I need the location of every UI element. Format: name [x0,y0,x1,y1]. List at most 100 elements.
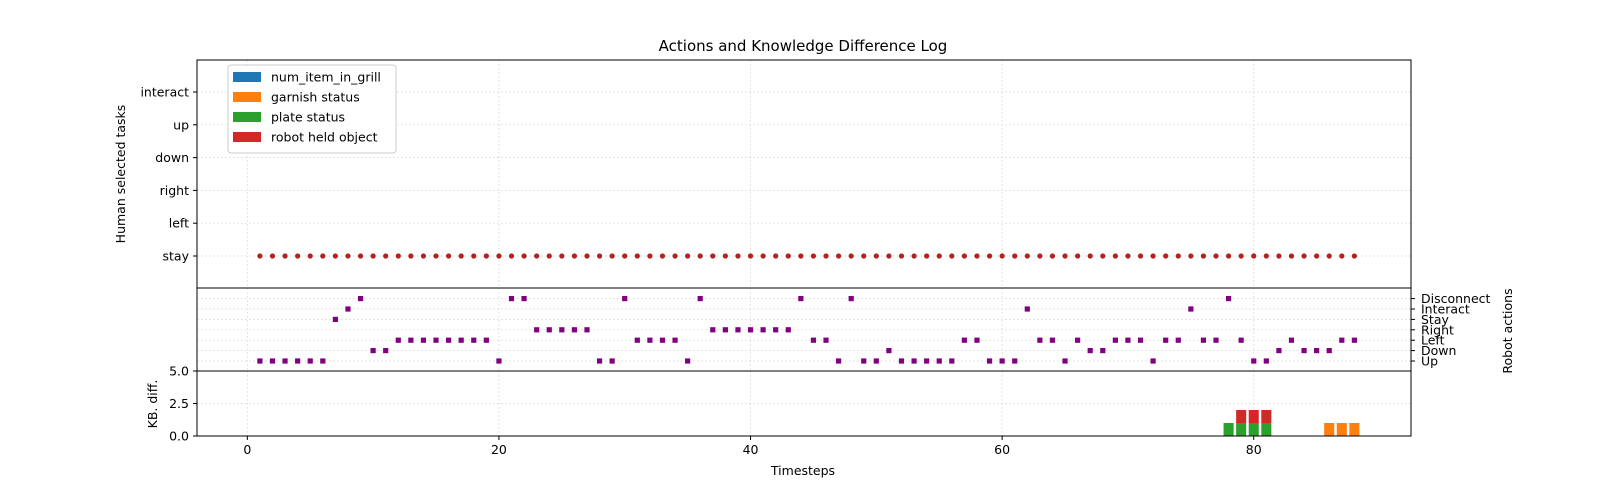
robot-action-point [1037,337,1043,343]
kb-diff-bars [1223,410,1360,436]
kb-diff-bar [1248,410,1259,423]
robot-action-point [1163,337,1169,343]
robot-action-point [458,337,464,343]
human-task-point [1112,253,1118,259]
human-task-point [1351,253,1357,259]
robot-action-point [848,296,854,302]
human-task-tick-label: interact [140,85,189,100]
kb-diff-bar [1349,423,1360,436]
human-task-point [1263,253,1269,259]
axis-ticks: 0 20 40 60 80 stay left right down up interact UpDo… [140,85,1490,458]
kb-diff-tick-label: 5.0 [169,364,189,379]
robot-action-point [596,358,603,364]
robot-action-point [1049,337,1056,343]
robot-action-point [521,296,527,302]
human-task-point [986,253,993,259]
human-task-point [1326,253,1332,259]
human-task-point [924,253,930,259]
robot-action-point [886,348,892,354]
robot-action-point [1024,306,1030,312]
human-task-point [1301,253,1307,259]
robot-action-point [269,358,276,364]
human-task-point [773,253,779,259]
robot-action-markers [257,296,1357,364]
robot-action-point [1125,337,1131,343]
robot-action-point [1351,337,1357,343]
robot-action-point [1339,337,1345,343]
robot-action-tick-label: Left [1421,333,1445,348]
human-task-point [433,253,439,259]
human-task-point [357,253,364,259]
robot-action-point [295,358,301,364]
human-task-point [471,253,477,259]
robot-action-point [1112,337,1118,343]
robot-action-point [773,327,779,333]
robot-action-tick-label: Disconnect [1421,291,1491,306]
robot-action-point [659,337,666,343]
chart-title: Actions and Knowledge Difference Log [659,37,948,55]
robot-action-tick-label: Right [1421,322,1454,337]
kb-diff-bar [1261,423,1272,436]
robot-action-point [508,296,515,302]
human-task-point [823,253,829,259]
robot-action-point [722,327,728,333]
robot-action-point [1012,358,1018,364]
human-task-point [848,253,854,259]
human-task-point [332,253,338,259]
human-task-point [747,253,754,259]
human-tasks-axis-label: Human selected tasks [113,105,128,244]
robot-actions-axis-label: Robot actions [1500,288,1515,373]
human-task-point [307,253,313,259]
robot-action-point [483,337,489,343]
human-task-point [370,253,376,259]
robot-action-point [559,327,565,333]
human-task-point [584,253,590,259]
human-task-markers [257,253,1357,259]
robot-action-point [433,337,439,343]
human-task-point [496,253,502,259]
robot-action-tick-label: Up [1421,354,1438,369]
robot-action-point [1225,296,1232,302]
robot-action-tick-label: Stay [1421,312,1449,327]
human-task-point [1037,253,1043,259]
human-task-point [395,253,401,259]
human-task-point [949,253,955,259]
human-task-point [710,253,716,259]
human-task-point [609,253,615,259]
kb-diff-tick-label: 2.5 [169,396,189,411]
robot-action-point [307,358,313,364]
human-task-point [1100,253,1106,259]
robot-action-point [861,358,867,364]
human-task-point [546,253,552,259]
robot-action-point [1251,358,1257,364]
legend-swatch [233,132,261,142]
robot-action-point [408,337,414,343]
robot-action-point [747,327,754,333]
robot-action-tick-label: Down [1421,343,1456,358]
human-task-point [974,253,980,259]
robot-action-point [584,327,590,333]
human-task-point [1276,253,1282,259]
human-task-point [760,253,766,259]
x-tick-label: 20 [491,442,507,457]
human-task-point [420,253,427,259]
human-task-point [1150,253,1156,259]
robot-action-point [1314,348,1320,354]
robot-action-point [924,358,930,364]
human-task-point [458,253,464,259]
robot-action-point [647,337,653,343]
human-task-tick-label: stay [163,249,190,264]
robot-action-point [949,358,955,364]
human-task-point [1163,253,1169,259]
human-task-point [697,253,703,259]
human-task-point [571,253,578,259]
robot-action-point [1137,337,1144,343]
legend-label: num_item_in_grill [271,70,381,85]
kb-diff-bar [1324,423,1335,436]
robot-action-point [685,358,691,364]
human-task-point [345,253,351,259]
robot-action-point [1188,306,1194,312]
human-task-point [873,253,879,259]
